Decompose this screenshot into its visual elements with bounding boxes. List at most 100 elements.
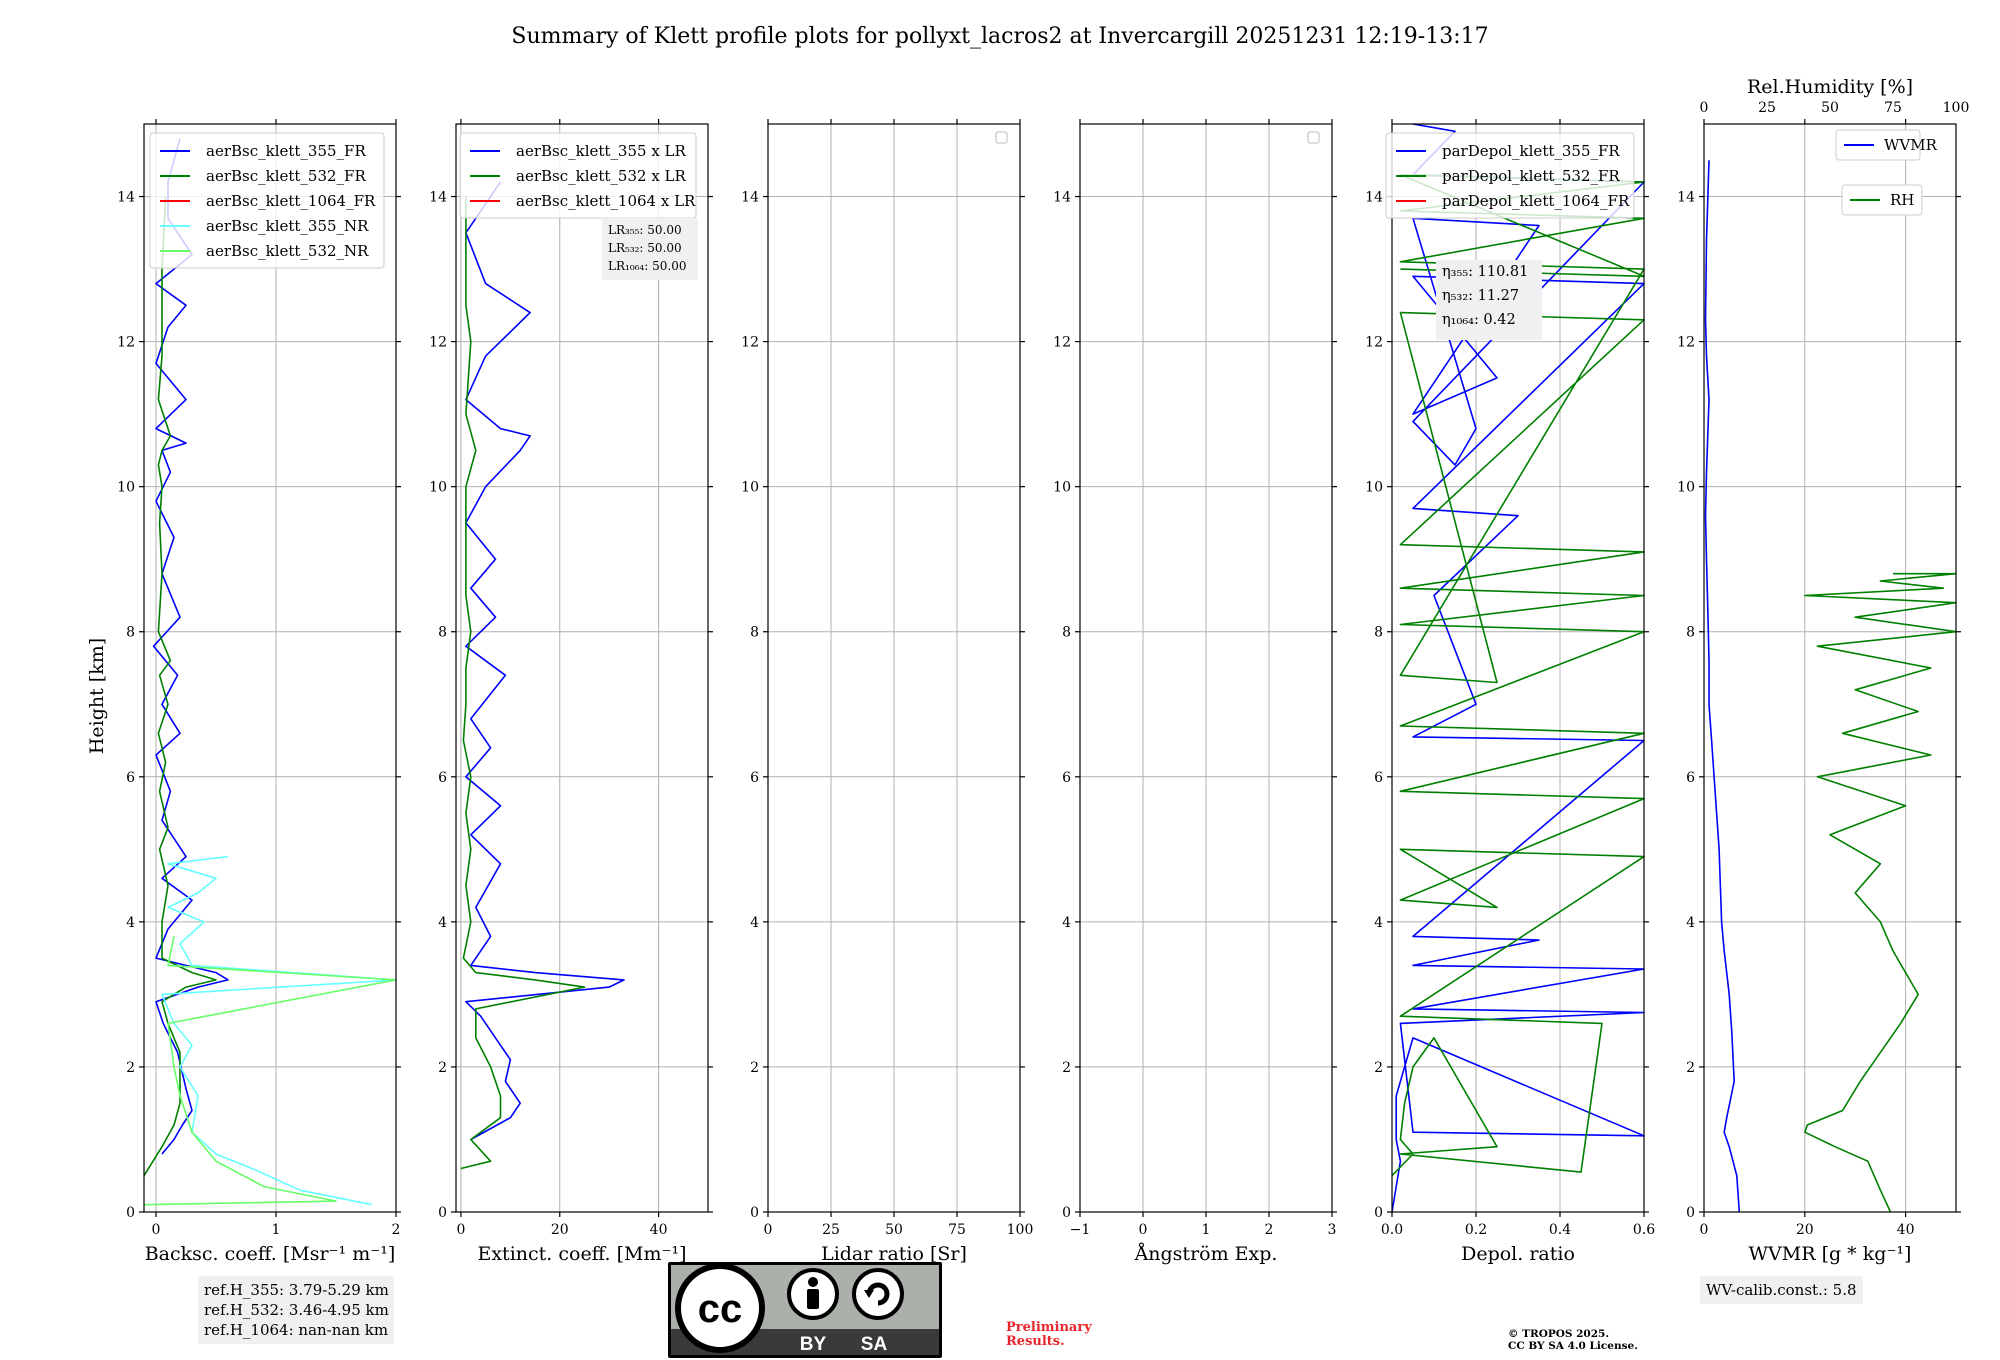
x-tick-label: 0.6 (1633, 1222, 1655, 1238)
y-tick-label: 14 (1053, 190, 1071, 206)
axes-frame (455, 123, 709, 1213)
gridlines (1079, 124, 1333, 1213)
y-tick-label: 10 (429, 480, 447, 496)
series-line-aerbsc-klett-355-x-lr (465, 181, 625, 1141)
svg-text:cc: cc (698, 1287, 743, 1331)
y-tick-label: 6 (438, 770, 447, 786)
x-tick-label: 20 (1796, 1222, 1814, 1238)
x-tick-label: 1 (272, 1222, 281, 1238)
y-tick-label: 4 (1686, 915, 1695, 931)
cc-sa-label: SA (861, 1334, 888, 1355)
y-tick-label: 12 (741, 335, 759, 351)
ticks: 0 25 50 75 100 0 2 4 6 8 10 12 14 (741, 119, 1033, 1238)
x-tick-label: 25 (822, 1222, 840, 1238)
x-axis-label: Depol. ratio (1461, 1243, 1575, 1265)
x-tick-label: 0 (1700, 1222, 1709, 1238)
y-tick-label: 4 (1374, 915, 1383, 931)
legend-label: aerBsc_klett_532_FR (206, 167, 366, 185)
series-line-pardepol-klett-532-fr (1391, 174, 1645, 1177)
reference-height-box: ref.H_355: 3.79-5.29 km ref.H_532: 3.46-… (198, 1276, 394, 1344)
y-tick-label: 0 (1686, 1205, 1695, 1221)
series-line-aerbsc-klett-532-nr (143, 936, 397, 1206)
annotation-text: LR₁₀₆₄: 50.00 (608, 259, 686, 273)
x-tick-label: 0 (152, 1222, 161, 1238)
y-tick-label: 12 (1053, 335, 1071, 351)
y-tick-label: 12 (1365, 335, 1383, 351)
sa-share-icon (852, 1268, 904, 1320)
series-group (143, 138, 397, 1206)
legend: aerBsc_klett_355_FR aerBsc_klett_532_FRae… (149, 132, 385, 269)
y-tick-label: 4 (1062, 915, 1071, 931)
ticks: 0 20 40 0 2 4 6 8 10 12 14 0 25 50 75 100 (1677, 100, 1969, 1238)
annotation-text: LR₅₃₂: 50.00 (608, 241, 682, 255)
series-group (1391, 123, 1645, 1213)
y-tick-label: 10 (1365, 480, 1383, 496)
y-tick-label: 10 (1677, 480, 1695, 496)
copyright-note: © TROPOS 2025. CC BY SA 4.0 License. (1508, 1328, 1638, 1352)
y-tick-label: 4 (126, 915, 135, 931)
y-tick-label: 6 (1374, 770, 1383, 786)
x-axis-label: Ångström Exp. (1134, 1243, 1278, 1265)
x-tick-label: 40 (650, 1222, 668, 1238)
x-axis-label: Lidar ratio [Sr] (821, 1243, 967, 1265)
ref-height-1064: ref.H_1064: nan-nan km (204, 1321, 389, 1339)
annotation-text: η₅₃₂: 11.27 (1442, 288, 1519, 304)
cc-by-label: BY (800, 1334, 827, 1355)
preliminary-line-2: Results. (1006, 1334, 1065, 1349)
series-line-wvmr (1704, 160, 1741, 1213)
series-group (460, 181, 625, 1170)
y-tick-label: 14 (741, 190, 759, 206)
legend-label: aerBsc_klett_532_NR (206, 242, 369, 260)
axes-frame (1703, 123, 1957, 1213)
y-tick-label: 2 (1062, 1060, 1071, 1076)
legend-box (1385, 132, 1635, 219)
y-tick-label: 8 (750, 625, 759, 641)
x2-tick-label: 0 (1700, 100, 1709, 116)
series-line-pardepol-klett-355-fr (1391, 123, 1645, 1213)
empty-legend-box (995, 131, 1008, 144)
x2-tick-label: 100 (1943, 100, 1970, 116)
x-tick-label: 0.2 (1465, 1222, 1487, 1238)
series-group (1704, 160, 1957, 1213)
copyright-line-2: CC BY SA 4.0 License. (1508, 1340, 1638, 1352)
figure-title: Summary of Klett profile plots for polly… (511, 24, 1488, 49)
copyright-line-1: © TROPOS 2025. (1508, 1328, 1610, 1340)
legend-label: RH (1890, 191, 1914, 209)
panel-depol-ratio: 0.0 0.2 0.4 0.6 0 2 4 6 8 10 12 14 Depol. ratio parDe… (1365, 119, 1655, 1265)
legend-label: parDepol_klett_1064_FR (1442, 192, 1630, 210)
legend: WVMR RH (1835, 129, 1938, 216)
y-tick-label: 0 (750, 1205, 759, 1221)
axes-frame (1391, 123, 1645, 1213)
annotation: LR₃₅₅: 50.00 LR₅₃₂: 50.00 LR₁₀₆₄: 50.00 (602, 218, 698, 280)
y-tick-label: 2 (126, 1060, 135, 1076)
legend-box (1841, 184, 1923, 216)
x-tick-label: −1 (1070, 1222, 1091, 1238)
legend-label: aerBsc_klett_355_NR (206, 217, 369, 235)
x-tick-label: 0.0 (1381, 1222, 1403, 1238)
y-tick-label: 4 (750, 915, 759, 931)
y-tick-label: 14 (117, 190, 135, 206)
x-tick-label: 50 (885, 1222, 903, 1238)
annotation-box (602, 218, 698, 280)
y-tick-label: 14 (1677, 190, 1695, 206)
legend-label: aerBsc_klett_1064 x LR (516, 192, 696, 210)
ticks: 0 20 40 0 2 4 6 8 10 12 14 (429, 119, 713, 1238)
x-tick-label: 40 (1897, 1222, 1915, 1238)
series-line-aerbsc-klett-532-fr (143, 196, 217, 1177)
legend-box (1835, 129, 1921, 161)
y-tick-label: 4 (438, 915, 447, 931)
y-tick-label: 14 (429, 190, 447, 206)
y-tick-label: 6 (750, 770, 759, 786)
gridlines (456, 124, 708, 1213)
legend-label: WVMR (1884, 136, 1938, 154)
x-axis-label: Extinct. coeff. [Mm⁻¹] (477, 1243, 686, 1265)
y-tick-label: 8 (1374, 625, 1383, 641)
legend-label: aerBsc_klett_1064_FR (206, 192, 376, 210)
annotation-text: η₁₀₆₄: 0.42 (1442, 312, 1516, 328)
x-axis-label: WVMR [g * kg⁻¹] (1749, 1243, 1912, 1265)
x2-tick-label: 25 (1758, 100, 1776, 116)
